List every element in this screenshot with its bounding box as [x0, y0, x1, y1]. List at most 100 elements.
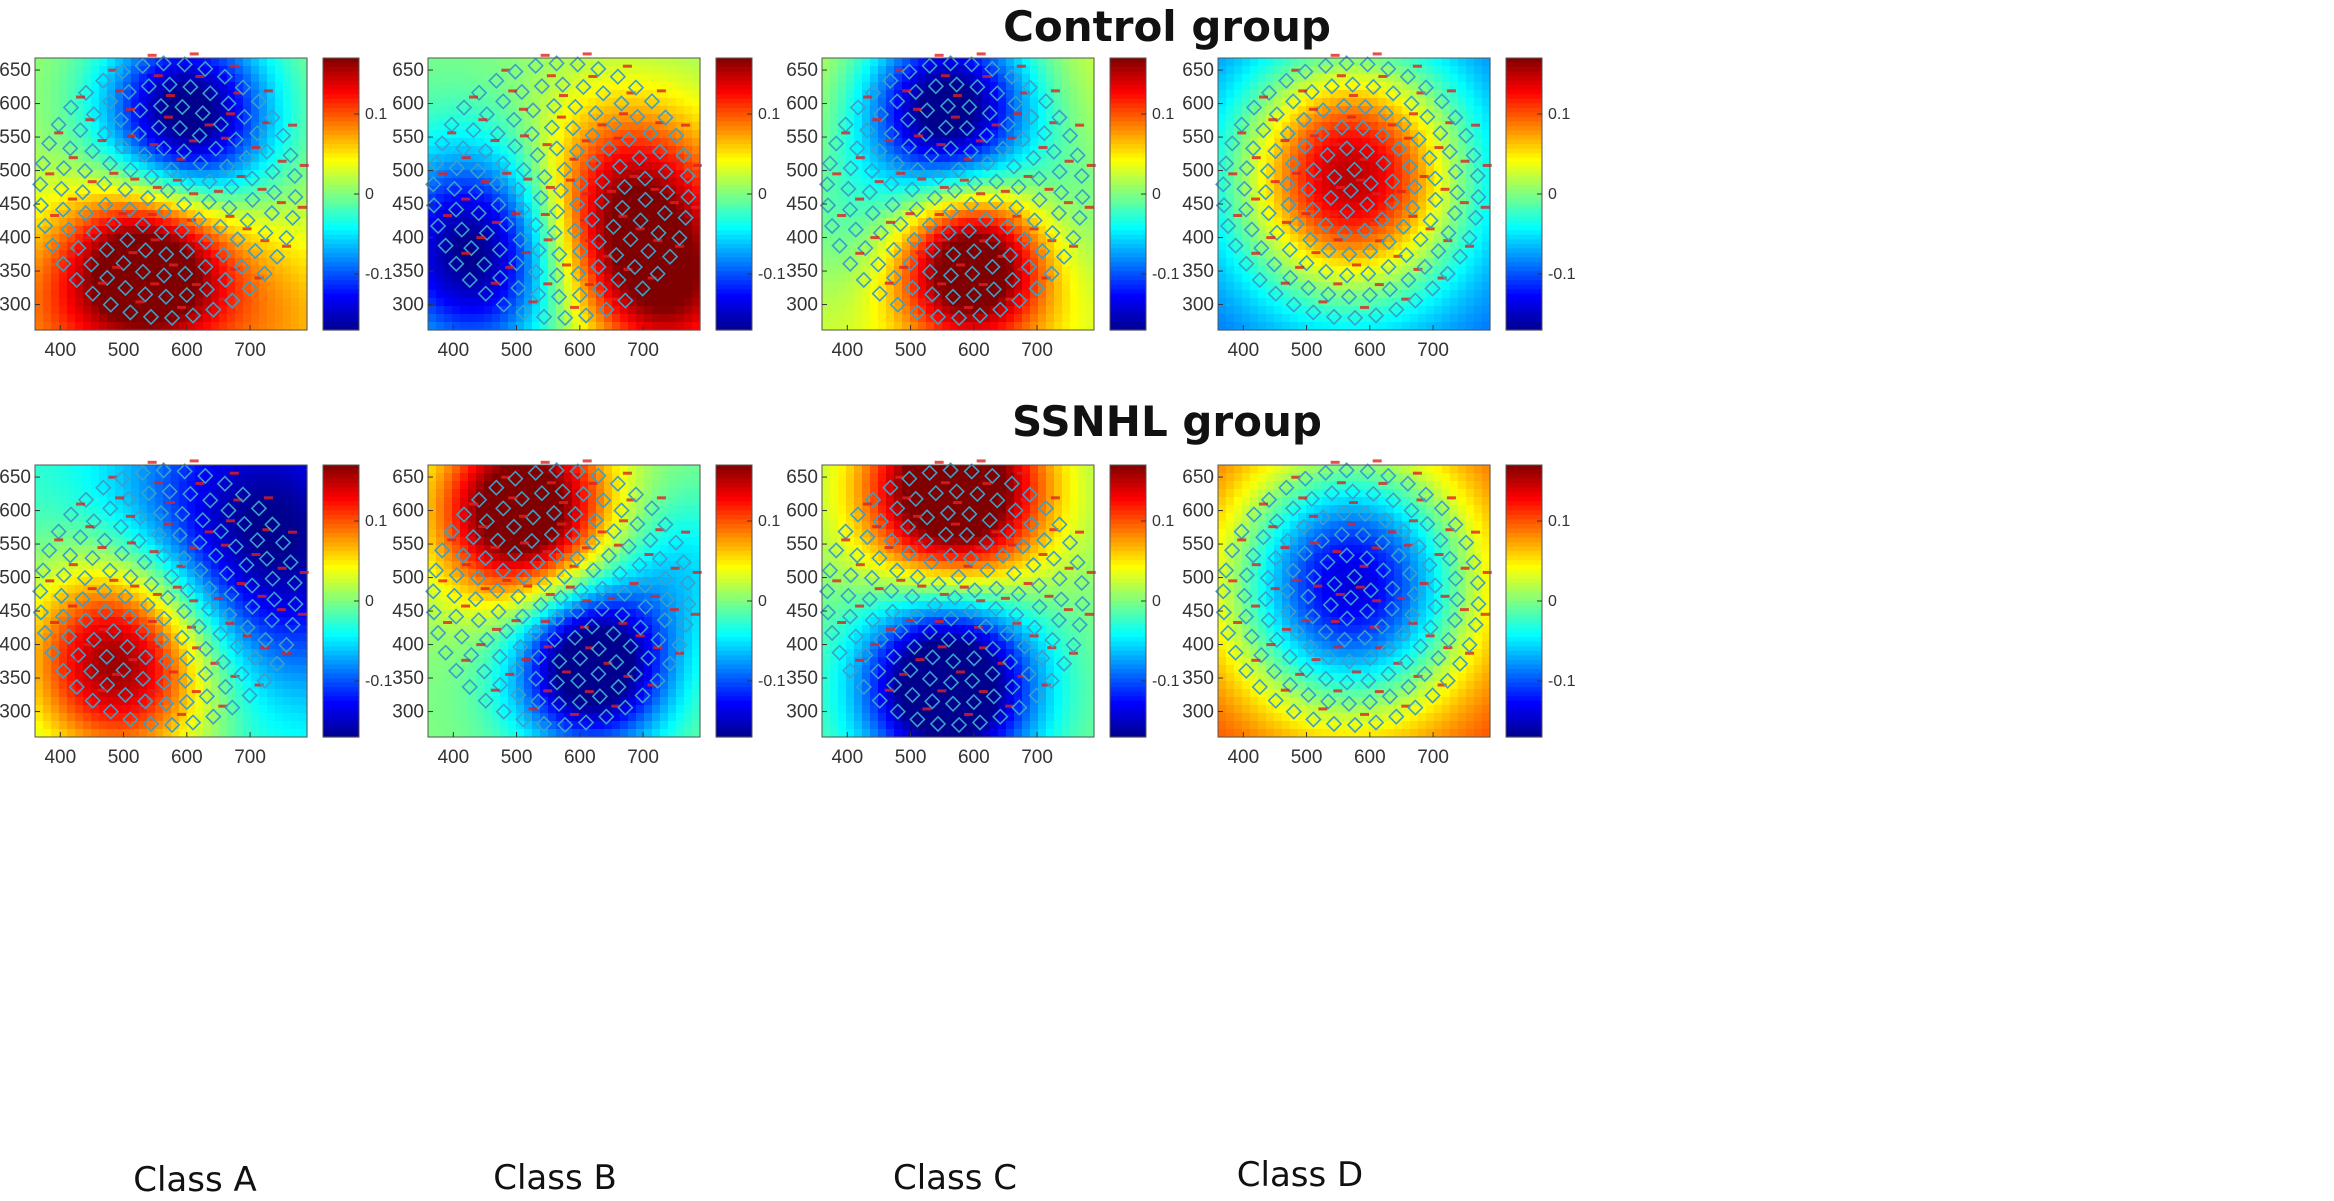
- heatmap-cell: [235, 226, 244, 235]
- heatmap-cell: [572, 242, 581, 251]
- heatmap-cell: [460, 226, 469, 235]
- heatmap-cell: [1226, 66, 1235, 75]
- heatmap-cell: [43, 178, 52, 187]
- heatmap-cell: [604, 170, 613, 179]
- electrode-marker: [964, 265, 981, 282]
- heatmap-cell: [974, 58, 983, 67]
- heatmap-cell: [163, 186, 172, 195]
- heatmap-cell: [444, 282, 453, 291]
- heatmap-cell: [492, 82, 501, 91]
- heatmap-cell: [1346, 258, 1355, 267]
- heatmap-cell: [171, 114, 180, 123]
- colorbar-segment: [1110, 266, 1146, 272]
- heatmap-cell: [235, 210, 244, 219]
- colorbar-segment: [323, 307, 359, 313]
- electrode-marker: [425, 176, 442, 193]
- heatmap-cell: [878, 130, 887, 139]
- electrode-marker: [527, 57, 544, 75]
- electrode-marker: [564, 119, 582, 137]
- heatmap-cell: [219, 90, 228, 99]
- heatmap-cell: [676, 218, 685, 227]
- heatmap-cell: [75, 114, 84, 123]
- heatmap-cell: [1038, 130, 1047, 139]
- heatmap-cell: [59, 282, 68, 291]
- x-tick-label: 500: [895, 340, 927, 361]
- heatmap-cell: [998, 290, 1007, 299]
- colorbar-segment: [323, 171, 359, 177]
- heatmap-cell: [1338, 90, 1347, 99]
- heatmap-cell: [299, 138, 308, 147]
- electrode-label-mark: [635, 227, 645, 231]
- electrode-marker: [134, 216, 151, 234]
- heatmap-cell: [211, 74, 220, 83]
- electrode-label-mark: [905, 212, 915, 216]
- heatmap-cell: [548, 282, 557, 291]
- heatmap-cell: [1274, 130, 1283, 139]
- heatmap-cell: [540, 106, 549, 115]
- heatmap-cell: [1242, 234, 1251, 243]
- heatmap-cell: [620, 58, 629, 67]
- heatmap-cell: [540, 122, 549, 131]
- electrode-label-mark: [936, 143, 946, 147]
- heatmap-cell: [1078, 194, 1087, 203]
- heatmap-cell: [1298, 74, 1307, 83]
- heatmap-cell: [187, 234, 196, 243]
- heatmap-cell: [219, 250, 228, 259]
- heatmap-cell: [1330, 82, 1339, 91]
- heatmap-cell: [1282, 170, 1291, 179]
- colorbar-tick-label: -0.1: [1152, 266, 1180, 283]
- heatmap-cell: [1354, 130, 1363, 139]
- heatmap-cell: [1070, 290, 1079, 299]
- heatmap-cell: [1314, 210, 1323, 219]
- heatmap-cell: [243, 162, 252, 171]
- heatmap-cell: [1054, 82, 1063, 91]
- heatmap-cell: [1274, 74, 1283, 83]
- heatmap-cell: [1362, 114, 1371, 123]
- heatmap-cell: [1322, 170, 1331, 179]
- heatmap-cell: [195, 170, 204, 179]
- heatmap-cell: [35, 202, 44, 211]
- heatmap-cell: [163, 266, 172, 275]
- heatmap-cell: [974, 98, 983, 107]
- heatmap-cell: [1046, 58, 1055, 67]
- heatmap-cell: [147, 234, 156, 243]
- colorbar-segment: [1110, 144, 1146, 150]
- heatmap-cell: [131, 298, 140, 307]
- heatmap-cell: [179, 90, 188, 99]
- heatmap-cell: [43, 274, 52, 283]
- heatmap-cell: [1330, 186, 1339, 195]
- electrode-marker: [55, 159, 72, 177]
- heatmap-cell: [1298, 178, 1307, 187]
- heatmap-cell: [854, 210, 863, 219]
- heatmap-cell: [532, 306, 541, 315]
- electrode-marker: [906, 231, 923, 249]
- heatmap-cell: [668, 82, 677, 91]
- heatmap-cell: [596, 250, 605, 259]
- heatmap-cell: [596, 146, 605, 155]
- heatmap-cell: [1250, 258, 1259, 267]
- heatmap-cell: [35, 258, 44, 267]
- electrode-marker: [102, 93, 119, 110]
- heatmap-cell: [1086, 154, 1095, 163]
- colorbar-segment: [1110, 107, 1146, 113]
- electrode-marker: [465, 121, 482, 139]
- heatmap-cell: [123, 274, 132, 283]
- heatmap-cell: [636, 282, 645, 291]
- heatmap-cell: [492, 306, 501, 315]
- heatmap-cell: [428, 178, 437, 187]
- heatmap-cell: [476, 306, 485, 315]
- heatmap-cell: [1274, 314, 1283, 323]
- heatmap-cell: [1226, 82, 1235, 91]
- heatmap-cell: [436, 322, 445, 331]
- heatmap-cell: [572, 282, 581, 291]
- heatmap-cell: [846, 258, 855, 267]
- heatmap-cell: [628, 210, 637, 219]
- heatmap-cell: [75, 266, 84, 275]
- electrode-marker: [429, 217, 447, 235]
- heatmap-cell: [1038, 122, 1047, 131]
- heatmap-cell: [211, 234, 220, 243]
- heatmap-cell: [1362, 186, 1371, 195]
- heatmap-cell: [283, 114, 292, 123]
- electrode-label-mark: [118, 212, 128, 216]
- heatmap-cell: [620, 122, 629, 131]
